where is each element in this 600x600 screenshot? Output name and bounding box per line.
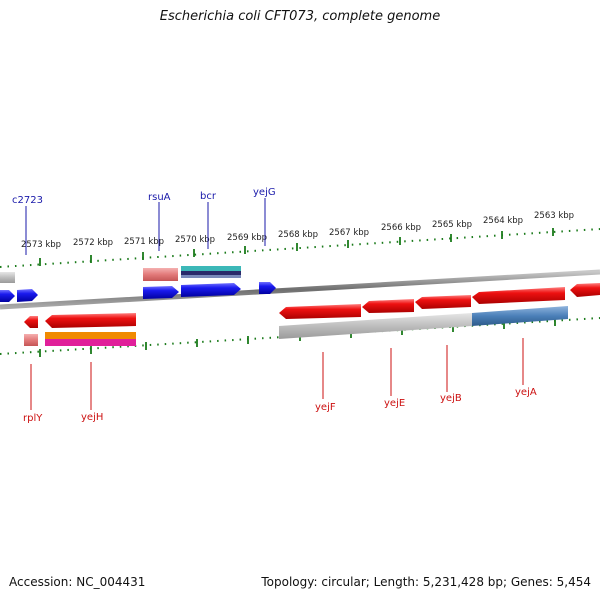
gene-arrow <box>45 313 136 328</box>
gene-arrow <box>143 286 179 299</box>
scale-label: 2572 kbp <box>73 238 113 248</box>
scale-label: 2566 kbp <box>381 223 421 233</box>
forward-label-leaders <box>25 198 266 255</box>
gene-arrow <box>0 290 15 302</box>
feature-bar <box>45 332 136 339</box>
upper-scale-line <box>0 228 600 268</box>
scale-label: 2563 kbp <box>534 211 574 221</box>
forward-gene-labels: c2723 rsuA bcr yejG <box>12 187 276 206</box>
gene-arrow <box>24 316 38 328</box>
scale-label: 2569 kbp <box>227 233 267 243</box>
gene-arrow <box>181 283 241 297</box>
forward-gene-arrows <box>0 282 276 302</box>
gene-arrow <box>17 289 38 302</box>
reverse-gene-arrows <box>24 283 600 328</box>
map-title: Escherichia coli CFT073, complete genome <box>159 9 441 24</box>
gene-label-c2723[interactable]: c2723 <box>12 195 43 206</box>
gene-arrow <box>472 287 565 304</box>
gene-arrow <box>415 295 471 309</box>
feature-bar <box>472 306 568 326</box>
gene-arrow <box>362 299 414 313</box>
feature-bar <box>181 271 241 275</box>
scale-label: 2571 kbp <box>124 237 164 247</box>
partial-feature-bar <box>0 272 15 283</box>
gene-arrow <box>570 283 600 297</box>
scale-label: 2570 kbp <box>175 235 215 245</box>
gene-label-yejF[interactable]: yejF <box>315 402 336 413</box>
feature-bar <box>24 334 38 346</box>
gene-arrow <box>279 304 361 319</box>
scale-label: 2568 kbp <box>278 230 318 240</box>
accession-text: Accession: NC_004431 <box>9 575 146 589</box>
feature-bar <box>279 313 472 339</box>
gene-label-bcr[interactable]: bcr <box>200 191 217 202</box>
feature-bar <box>181 275 241 278</box>
gene-label-yejB[interactable]: yejB <box>440 393 462 404</box>
gene-label-yejG[interactable]: yejG <box>253 187 276 198</box>
gene-label-yejH[interactable]: yejH <box>81 412 103 423</box>
gene-label-yejA[interactable]: yejA <box>515 387 537 398</box>
reverse-label-leaders <box>30 338 524 410</box>
gene-label-rsuA[interactable]: rsuA <box>148 192 171 203</box>
scale-labels: 2573 kbp 2572 kbp 2571 kbp 2570 kbp 2569… <box>21 211 574 250</box>
upper-major-ticks <box>39 228 554 266</box>
gene-label-yejE[interactable]: yejE <box>384 398 405 409</box>
scale-label: 2564 kbp <box>483 216 523 226</box>
scale-label: 2567 kbp <box>329 228 369 238</box>
feature-bar <box>181 266 241 271</box>
gene-label-rplY[interactable]: rplY <box>23 413 43 424</box>
scale-label: 2565 kbp <box>432 220 472 230</box>
feature-bar <box>45 339 136 346</box>
feature-bar <box>143 268 178 281</box>
genome-summary-text: Topology: circular; Length: 5,231,428 bp… <box>261 575 591 589</box>
genome-backbone <box>0 269 600 310</box>
reverse-gene-labels: rplY yejH yejF yejE yejB yejA <box>23 387 537 424</box>
scale-label: 2573 kbp <box>21 240 61 250</box>
gene-arrow <box>259 282 276 294</box>
